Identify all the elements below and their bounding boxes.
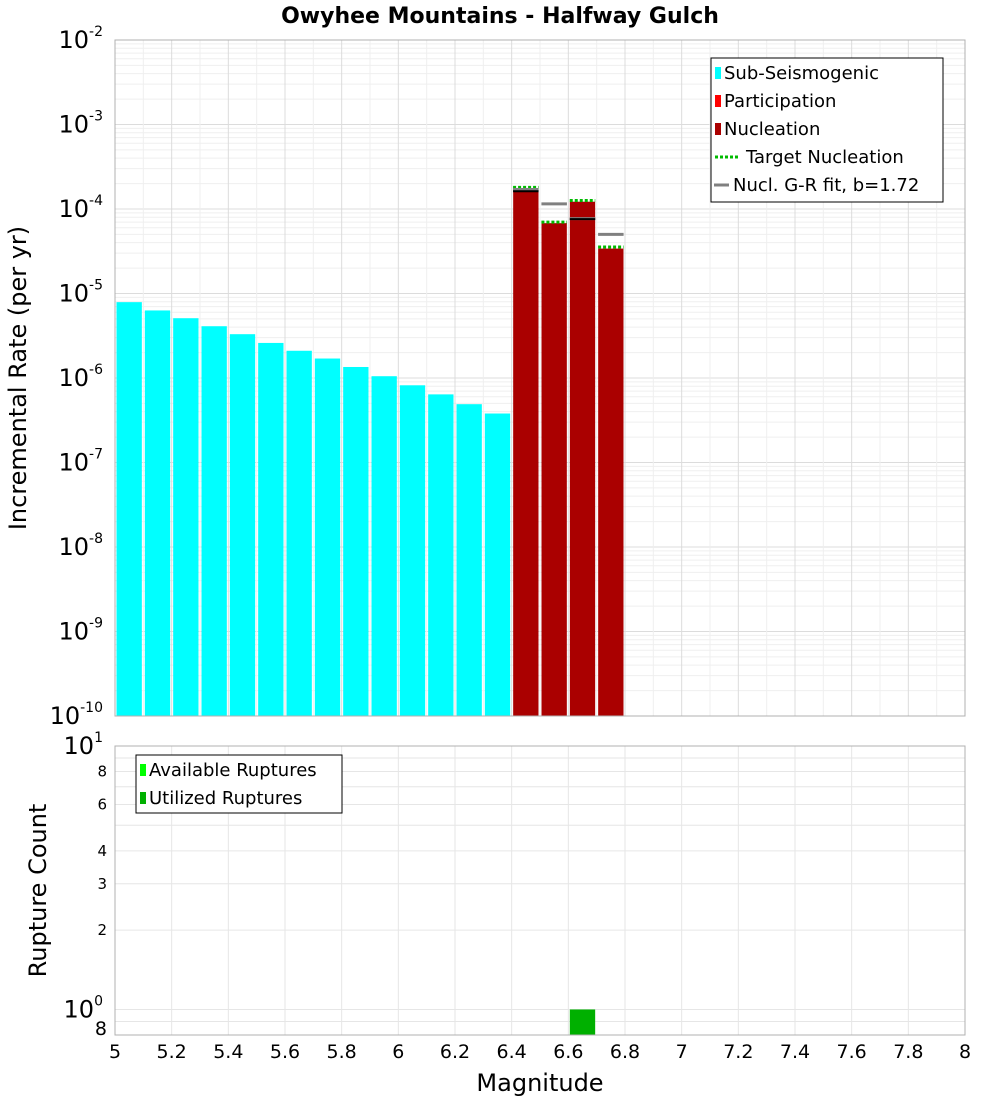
x-tick-label: 5.4 xyxy=(213,1041,243,1063)
legend-swatch xyxy=(140,792,146,804)
tick-base: 10 xyxy=(58,26,89,54)
x-tick-label: 5.8 xyxy=(327,1041,357,1063)
bar-nucleation xyxy=(513,188,539,717)
top-y-tick-label: 10-4 xyxy=(58,193,103,223)
tick-exponent: -8 xyxy=(89,531,103,547)
x-axis-label: Magnitude xyxy=(476,1069,603,1097)
x-tick-label: 8 xyxy=(959,1041,971,1063)
x-tick-label: 7 xyxy=(676,1041,688,1063)
x-tick-label: 6.4 xyxy=(497,1041,527,1063)
bottom-y-minor-tick-label: 8 xyxy=(97,763,107,781)
tick-exponent: 0 xyxy=(94,993,103,1009)
bar-nucleation xyxy=(569,201,596,717)
bottom-y-minor-tick-label: 8 xyxy=(95,1018,107,1040)
tick-base: 10 xyxy=(50,702,81,730)
bar-sub-seismogenic xyxy=(144,310,171,716)
bottom-plot-border xyxy=(114,745,966,1036)
tick-base: 10 xyxy=(58,280,89,308)
legend-label: Participation xyxy=(724,91,836,112)
bottom-y-tick-label: 101 xyxy=(64,730,103,760)
bar-sub-seismogenic xyxy=(201,326,227,716)
top-y-tick-label: 10-10 xyxy=(50,700,103,730)
bottom-y-minor-tick-label: 2 xyxy=(97,921,107,939)
x-tick-label: 6.2 xyxy=(440,1041,470,1063)
bar-utilized-ruptures xyxy=(569,1009,596,1035)
tick-exponent: -9 xyxy=(89,616,103,632)
bar-sub-seismogenic xyxy=(371,376,397,716)
tick-exponent: -2 xyxy=(89,24,103,40)
chart-title: Owyhee Mountains - Halfway Gulch xyxy=(281,4,719,29)
bar-nucleation xyxy=(598,248,624,716)
legend-label: Sub-Seismogenic xyxy=(724,63,879,84)
bar-sub-seismogenic xyxy=(286,350,312,716)
bar-sub-seismogenic xyxy=(314,358,341,716)
tick-exponent: 1 xyxy=(94,730,103,746)
x-tick-label: 6.6 xyxy=(553,1041,583,1063)
top-y-tick-label: 10-3 xyxy=(58,109,103,139)
x-tick-label: 7.6 xyxy=(837,1041,867,1063)
bar-sub-seismogenic xyxy=(229,334,256,716)
bottom-legend-box xyxy=(135,754,343,814)
tick-base: 10 xyxy=(64,995,95,1023)
legend-swatch xyxy=(715,95,721,107)
bottom-y-minor-tick-label: 4 xyxy=(97,842,107,860)
tick-exponent: -6 xyxy=(89,362,103,378)
bar-sub-seismogenic xyxy=(399,385,426,716)
bottom-y-minor-tick-label: 6 xyxy=(97,795,107,813)
tick-exponent: -7 xyxy=(89,447,103,463)
tick-exponent: -10 xyxy=(80,700,103,716)
bar-sub-seismogenic xyxy=(173,318,199,716)
legend-swatch xyxy=(715,67,721,79)
legend-label: Nucleation xyxy=(724,119,820,140)
legend-label: Utilized Ruptures xyxy=(149,788,302,809)
x-tick-label: 7.8 xyxy=(893,1041,923,1063)
bar-sub-seismogenic xyxy=(258,342,284,716)
tick-exponent: -5 xyxy=(89,278,103,294)
top-y-tick-label: 10-2 xyxy=(58,24,103,54)
x-tick-label: 7.2 xyxy=(723,1041,753,1063)
tick-base: 10 xyxy=(58,533,89,561)
bar-sub-seismogenic xyxy=(484,413,511,716)
tick-exponent: -3 xyxy=(89,109,103,125)
top-y-axis-label: Incremental Rate (per yr) xyxy=(4,226,32,530)
legend-swatch xyxy=(140,764,146,776)
bottom-y-axis-label: Rupture Count xyxy=(24,804,52,978)
top-y-tick-label: 10-8 xyxy=(58,531,103,561)
tick-base: 10 xyxy=(58,618,89,646)
bar-sub-seismogenic xyxy=(456,404,482,716)
tick-base: 10 xyxy=(58,111,89,139)
tick-base: 10 xyxy=(58,449,89,477)
bottom-y-tick-label: 100 xyxy=(64,993,103,1023)
tick-base: 10 xyxy=(58,195,89,223)
bar-sub-seismogenic xyxy=(343,366,369,716)
x-tick-label: 6.8 xyxy=(610,1041,640,1063)
tick-exponent: -4 xyxy=(89,193,103,209)
top-y-tick-label: 10-7 xyxy=(58,447,103,477)
bottom-y-minor-tick-label: 3 xyxy=(97,875,107,893)
bar-sub-seismogenic xyxy=(428,394,454,716)
tick-base: 10 xyxy=(64,732,95,760)
bar-nucleation xyxy=(541,223,567,716)
legend-label: Nucl. G-R fit, b=1.72 xyxy=(733,175,919,196)
x-tick-label: 5.6 xyxy=(270,1041,300,1063)
top-legend-box xyxy=(710,57,944,203)
tick-base: 10 xyxy=(58,364,89,392)
top-y-tick-label: 10-6 xyxy=(58,362,103,392)
top-y-tick-label: 10-5 xyxy=(58,278,103,308)
legend-label: Available Ruptures xyxy=(149,760,317,781)
legend-label: Target Nucleation xyxy=(745,147,904,168)
legend-swatch xyxy=(715,123,721,135)
x-tick-label: 6 xyxy=(392,1041,404,1063)
x-tick-label: 5 xyxy=(109,1041,121,1063)
x-tick-label: 5.2 xyxy=(157,1041,187,1063)
top-y-tick-label: 10-9 xyxy=(58,616,103,646)
top-plot-border xyxy=(114,39,966,717)
bar-sub-seismogenic xyxy=(116,302,142,716)
x-tick-label: 7.4 xyxy=(780,1041,810,1063)
